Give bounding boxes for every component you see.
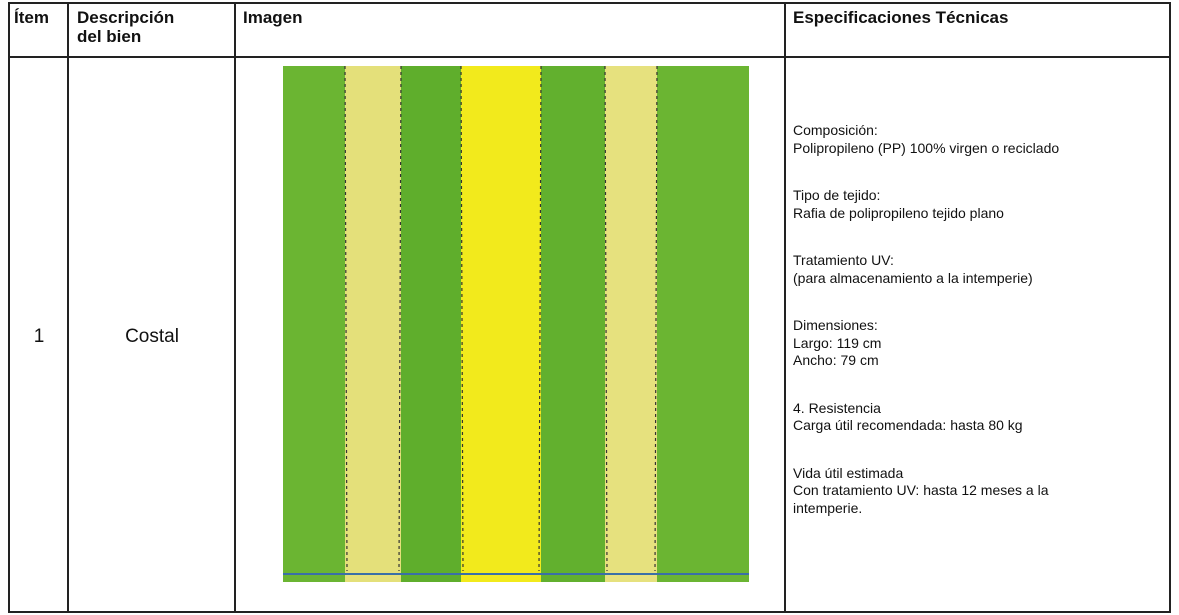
border — [1169, 2, 1171, 613]
spec-block: Tratamiento UV: (para almacenamiento a la… — [793, 252, 1163, 287]
spec-line: intemperie. — [793, 499, 863, 516]
header-line: Descripción — [77, 8, 175, 27]
header-cell: Imagen — [243, 8, 303, 27]
stripe — [345, 66, 401, 582]
spec-block: 4. Resistencia Carga útil recomendada: ha… — [793, 400, 1163, 435]
spec-block: Tipo de tejido: Rafia de polipropileno te… — [793, 187, 1163, 222]
spec-line: Vida útil estimada — [793, 464, 904, 481]
header-cell: Ítem — [14, 8, 49, 27]
spec-line: Tipo de tejido: — [793, 187, 881, 203]
spec-line: Tratamiento UV: — [793, 252, 894, 268]
header-cell: Descripción del bien — [77, 8, 174, 46]
header-line: del bien — [77, 27, 142, 46]
spec-line: Dimensiones: — [793, 317, 878, 333]
stripe — [605, 66, 657, 582]
border — [784, 2, 786, 613]
stripe — [461, 66, 541, 582]
spec-line: Polipropileno (PP) 100% virgen o recicla… — [793, 139, 1060, 156]
spec-block: Dimensiones: Largo: 119 cm Ancho: 79 cm — [793, 317, 1163, 370]
border — [8, 56, 1171, 58]
spec-line: Con tratamiento UV: hasta 12 meses a la — [793, 482, 1049, 498]
stripe — [401, 66, 461, 582]
spec-line: Rafia de polipropileno tejido plano — [793, 204, 1004, 221]
spec-block: Vida útil estimada Con tratamiento UV: ha… — [793, 465, 1163, 518]
spec-line: Ancho: 79 cm — [793, 352, 879, 368]
header-cell: Especificaciones Técnicas — [793, 8, 1009, 27]
stripe — [541, 66, 605, 582]
product-image — [283, 66, 749, 582]
border — [67, 2, 69, 613]
spec-line: Largo: 119 cm — [793, 334, 882, 351]
seams — [344, 66, 658, 572]
border — [234, 2, 236, 613]
specifications: Composición: Polipropileno (PP) 100% virg… — [793, 122, 1163, 547]
spec-line: 4. Resistencia — [793, 399, 881, 416]
spec-line: Carga útil recomendada: hasta 80 kg — [793, 417, 1023, 433]
border — [8, 2, 1171, 4]
spec-line: (para almacenamiento a la intemperie) — [793, 269, 1033, 286]
item-cell: 1 — [33, 326, 45, 347]
border — [8, 2, 10, 613]
spec-line: Composición: — [793, 122, 878, 138]
border — [8, 611, 1171, 613]
description-cell: Costal — [125, 326, 179, 347]
spec-block: Composición: Polipropileno (PP) 100% virg… — [793, 122, 1163, 157]
